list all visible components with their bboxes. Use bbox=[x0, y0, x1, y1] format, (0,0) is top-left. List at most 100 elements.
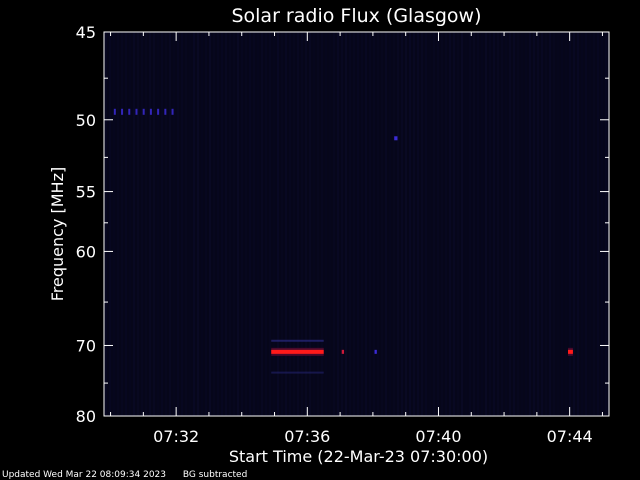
noise-stripe bbox=[585, 32, 587, 416]
noise-stripe bbox=[285, 32, 287, 416]
faint-band-mark bbox=[135, 108, 138, 115]
noise-stripe bbox=[437, 32, 439, 416]
faint-band-mark bbox=[164, 108, 167, 115]
noise-stripe bbox=[209, 32, 211, 416]
y-axis-label: Frequency [MHz] bbox=[48, 167, 67, 301]
noise-stripe bbox=[457, 32, 459, 416]
noise-stripe bbox=[565, 32, 567, 416]
noise-stripe bbox=[305, 32, 307, 416]
noise-stripe bbox=[165, 32, 167, 416]
noise-stripe bbox=[293, 32, 295, 416]
noise-stripe bbox=[509, 32, 511, 416]
noise-stripe bbox=[169, 32, 171, 416]
plot-background bbox=[104, 32, 609, 416]
noise-stripe bbox=[369, 32, 371, 416]
noise-stripe bbox=[381, 32, 383, 416]
noise-stripe bbox=[389, 32, 391, 416]
noise-stripe bbox=[173, 32, 175, 416]
emission-mark bbox=[341, 349, 345, 354]
noise-stripe bbox=[113, 32, 115, 416]
emission-mark bbox=[568, 349, 573, 354]
noise-stripe bbox=[353, 32, 355, 416]
noise-stripe bbox=[117, 32, 119, 416]
noise-stripe bbox=[329, 32, 331, 416]
noise-stripe bbox=[317, 32, 319, 416]
noise-stripe bbox=[253, 32, 255, 416]
noise-stripe bbox=[141, 32, 143, 416]
noise-stripe bbox=[453, 32, 455, 416]
noise-stripe bbox=[377, 32, 379, 416]
noise-stripe bbox=[337, 32, 339, 416]
noise-stripe bbox=[541, 32, 543, 416]
plot-frame bbox=[103, 31, 610, 417]
noise-stripe bbox=[153, 32, 155, 416]
noise-stripe bbox=[129, 32, 131, 416]
noise-stripe bbox=[181, 32, 183, 416]
noise-stripe bbox=[533, 32, 535, 416]
y-tick-label: 50 bbox=[76, 111, 96, 130]
noise-stripe bbox=[313, 32, 315, 416]
noise-stripe bbox=[321, 32, 323, 416]
noise-stripe bbox=[501, 32, 503, 416]
noise-stripe bbox=[593, 32, 595, 416]
noise-stripe bbox=[229, 32, 231, 416]
faint-band-mark bbox=[128, 108, 131, 115]
noise-stripe bbox=[205, 32, 207, 416]
noise-stripe bbox=[269, 32, 271, 416]
noise-stripe bbox=[297, 32, 299, 416]
noise-stripe bbox=[261, 32, 263, 416]
noise-stripe bbox=[529, 32, 531, 416]
noise-stripe bbox=[309, 32, 311, 416]
bg-subtracted-note: BG subtracted bbox=[182, 470, 248, 480]
noise-stripe bbox=[289, 32, 291, 416]
noise-stripe bbox=[573, 32, 575, 416]
noise-stripe bbox=[461, 32, 463, 416]
noise-stripe bbox=[237, 32, 239, 416]
noise-stripe bbox=[137, 32, 139, 416]
emission-mark bbox=[271, 349, 324, 354]
noise-stripe bbox=[189, 32, 191, 416]
y-tick-label: 70 bbox=[76, 336, 96, 355]
emission-mark bbox=[374, 349, 377, 354]
noise-stripe bbox=[473, 32, 475, 416]
noise-stripe bbox=[397, 32, 399, 416]
noise-stripe bbox=[385, 32, 387, 416]
emission-mark bbox=[394, 136, 398, 141]
noise-stripe bbox=[185, 32, 187, 416]
noise-stripe bbox=[469, 32, 471, 416]
noise-stripe bbox=[265, 32, 267, 416]
noise-stripe bbox=[505, 32, 507, 416]
x-tick-label: 07:44 bbox=[547, 427, 593, 446]
faint-band-mark bbox=[157, 108, 160, 115]
noise-stripe bbox=[157, 32, 159, 416]
noise-stripe bbox=[553, 32, 555, 416]
noise-stripe bbox=[545, 32, 547, 416]
noise-stripe bbox=[465, 32, 467, 416]
chart-title: Solar radio Flux (Glasgow) bbox=[231, 5, 481, 27]
noise-stripe bbox=[441, 32, 443, 416]
noise-stripe bbox=[221, 32, 223, 416]
x-tick-label: 07:40 bbox=[415, 427, 461, 446]
noise-stripe bbox=[345, 32, 347, 416]
faint-band-mark bbox=[113, 108, 116, 115]
noise-stripe bbox=[249, 32, 251, 416]
noise-stripe bbox=[481, 32, 483, 416]
noise-stripe bbox=[241, 32, 243, 416]
noise-stripe bbox=[433, 32, 435, 416]
noise-stripe bbox=[417, 32, 419, 416]
noise-stripe bbox=[145, 32, 147, 416]
noise-stripe bbox=[497, 32, 499, 416]
noise-stripe bbox=[213, 32, 215, 416]
y-tick-label: 55 bbox=[76, 183, 96, 202]
noise-stripe bbox=[413, 32, 415, 416]
noise-stripe bbox=[557, 32, 559, 416]
noise-stripe bbox=[149, 32, 151, 416]
noise-stripe bbox=[493, 32, 495, 416]
noise-stripe bbox=[489, 32, 491, 416]
noise-stripe bbox=[225, 32, 227, 416]
noise-stripe bbox=[349, 32, 351, 416]
noise-stripe bbox=[425, 32, 427, 416]
noise-stripe bbox=[597, 32, 599, 416]
noise-stripe bbox=[421, 32, 423, 416]
